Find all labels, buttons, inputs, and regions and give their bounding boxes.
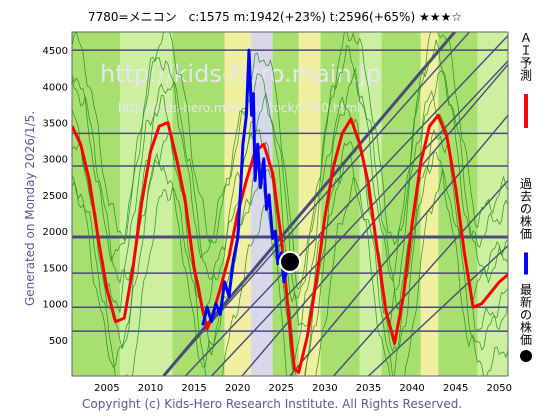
y-tick-label: 500 [49,336,68,347]
x-tick-label: 2050 [487,383,512,394]
legend-label-char: 過 [520,177,532,191]
band-10 [420,32,439,376]
thin-green-line-1 [72,151,508,376]
y-tick-label: 2500 [43,191,68,202]
thin-green-line-5 [72,39,508,304]
diagonal-line-2 [184,35,508,376]
thin-green-line-0 [72,168,508,376]
legend-label-char: の [520,202,532,216]
legend-label-char: 新 [520,295,532,310]
y-axis-ticks: 500 1000 1500 2000 2500 3000 3500 4000 4500 [43,46,68,347]
y-tick-label: 4000 [43,82,68,93]
x-tick-label: 2025 [269,383,294,394]
latest-dot-layer [279,250,301,273]
x-tick-label: 2035 [356,383,381,394]
legend-label-char: Ａ [520,31,532,45]
legend-label-char: Ｉ [520,44,532,58]
x-tick-label: 2010 [138,383,163,394]
chart-title: 7780=メニコン c:1575 m:1942(+23%) t:2596(+65… [88,10,462,24]
x-tick-label: 2005 [94,383,119,394]
x-tick-label: 2015 [181,383,206,394]
diagonal-line-5 [289,114,508,376]
legend-label-char: 価 [520,333,532,347]
diagonal-line-7 [368,245,508,376]
copyright-text: Copyright (c) Kids-Hero Research Institu… [82,397,462,411]
series-layer [72,48,508,374]
legend-label-char: 去 [520,190,532,204]
legend-label-char: 予 [520,56,532,70]
y-tick-label: 1000 [43,300,68,311]
diagonal-line-4 [241,64,508,376]
y-tick-label: 4500 [43,46,68,57]
thin-green-line-2 [72,128,508,376]
watermark-main: http://kids-hero.main.jp [100,60,381,88]
plot-border [71,31,509,377]
x-tick-label: 2045 [443,383,468,394]
x-tick-label: 2030 [312,383,337,394]
x-tick-label: 2040 [399,383,424,394]
x-axis-ticks: 2005 2010 2015 2020 2025 2030 2035 2040 2045 2050 [94,383,512,394]
legend-label-char: 株 [520,320,532,335]
y-tick-label: 2000 [43,227,68,238]
generated-date-label: Generated on Monday 2026/1/5. [23,111,37,306]
legend-label-char: 測 [520,69,532,83]
band-2 [172,32,225,376]
latest-price-dot [281,252,299,271]
ai-forecast-line [72,113,508,374]
legend-label-char: の [520,308,532,322]
diagonal-line-6 [333,179,508,376]
legend-label-char: 価 [520,227,532,241]
band-0 [72,32,120,376]
legend-marker-latest [520,350,532,362]
thin-green-line-6 [72,32,508,290]
past-price-line [201,48,292,326]
y-tick-label: 1500 [43,263,68,274]
y-tick-label: 3000 [43,155,68,166]
plot-area: http://kids-hero.main.jp http://kids-her… [71,31,509,377]
x-tick-label: 2020 [225,383,250,394]
y-tick-label: 3500 [43,119,68,130]
legend-label-char: 最 [520,283,532,297]
legend-label-char: 株 [520,214,532,229]
